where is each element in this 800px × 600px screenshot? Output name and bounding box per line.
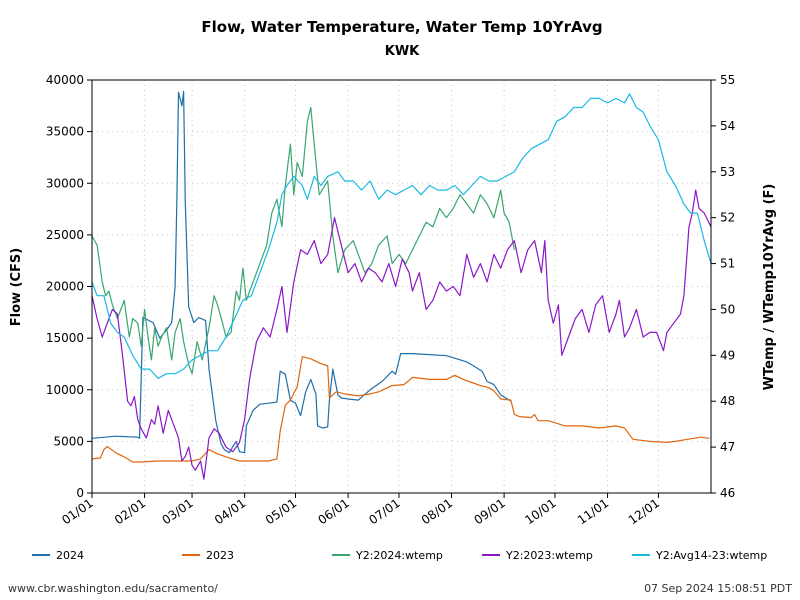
- y-tick-label: 10000: [46, 383, 84, 397]
- y2-tick-label: 54: [720, 119, 735, 133]
- y2-tick-label: 50: [720, 302, 735, 316]
- y2-tick-label: 49: [720, 348, 735, 362]
- series-line: [91, 356, 710, 463]
- y2-tick-label: 55: [720, 73, 735, 87]
- series-layer: [91, 90, 712, 480]
- x-tick-label: 04/01: [212, 496, 248, 527]
- series-line: [91, 189, 712, 480]
- x-tick-label: 12/01: [626, 496, 662, 527]
- series-line: [91, 106, 515, 375]
- x-tick-label: 05/01: [263, 496, 299, 527]
- y-axis-right: 46 47 48 49 50 51 52 53 54 55: [711, 73, 735, 500]
- y-tick-label: 20000: [46, 280, 84, 294]
- footer-source-url: www.cbr.washington.edu/sacramento/: [8, 582, 218, 595]
- series-line: [91, 90, 512, 454]
- y-tick-label: 40000: [46, 73, 84, 87]
- chart-subtitle: KWK: [385, 44, 420, 59]
- x-tick-label: 02/01: [112, 496, 148, 527]
- series-line: [91, 93, 712, 379]
- footer-timestamp: 07 Sep 2024 15:08:51 PDT: [644, 582, 792, 595]
- y2-axis-label: WTemp / WTemp10YrAvg (F): [762, 184, 777, 391]
- x-tick-label: 06/01: [315, 496, 351, 527]
- x-tick-label: 08/01: [419, 496, 455, 527]
- y-tick-label: 35000: [46, 125, 84, 139]
- x-tick-label: 10/01: [522, 496, 558, 527]
- y-axis-label: Flow (CFS): [9, 248, 24, 326]
- x-tick-label: 01/01: [59, 496, 95, 527]
- x-tick-label: 09/01: [471, 496, 507, 527]
- y-axis-left: 0 5000 10000 15000 20000 25000 30000 35000 40000: [46, 73, 92, 500]
- y-tick-label: 30000: [46, 176, 84, 190]
- legend-entry: Y2:Avg14-23:wtemp: [655, 549, 767, 562]
- y-tick-label: 5000: [53, 434, 84, 448]
- legend-entry: 2024: [56, 549, 84, 562]
- x-tick-label: 07/01: [366, 496, 402, 527]
- x-tick-label: 03/01: [159, 496, 195, 527]
- legend-entry: 2023: [206, 549, 234, 562]
- y2-tick-label: 48: [720, 394, 735, 408]
- y-tick-label: 15000: [46, 331, 84, 345]
- legend: 2024 2023 Y2:2024:wtemp Y2:2023:wtemp Y2:Avg…: [32, 549, 767, 562]
- y2-tick-label: 46: [720, 486, 735, 500]
- legend-entry: Y2:2024:wtemp: [355, 549, 443, 562]
- y2-tick-label: 51: [720, 257, 735, 271]
- y2-tick-label: 52: [720, 211, 735, 225]
- chart-title: Flow, Water Temperature, Water Temp 10Yr…: [201, 18, 602, 36]
- y-tick-label: 0: [76, 486, 84, 500]
- grid-lines: [92, 80, 711, 493]
- y-tick-label: 25000: [46, 228, 84, 242]
- x-tick-label: 11/01: [575, 496, 611, 527]
- x-axis: 01/01 02/01 03/01 04/01 05/01 06/01 07/01 08/01…: [59, 493, 662, 527]
- legend-entry: Y2:2023:wtemp: [505, 549, 593, 562]
- y2-tick-label: 47: [720, 440, 735, 454]
- y2-tick-label: 53: [720, 165, 735, 179]
